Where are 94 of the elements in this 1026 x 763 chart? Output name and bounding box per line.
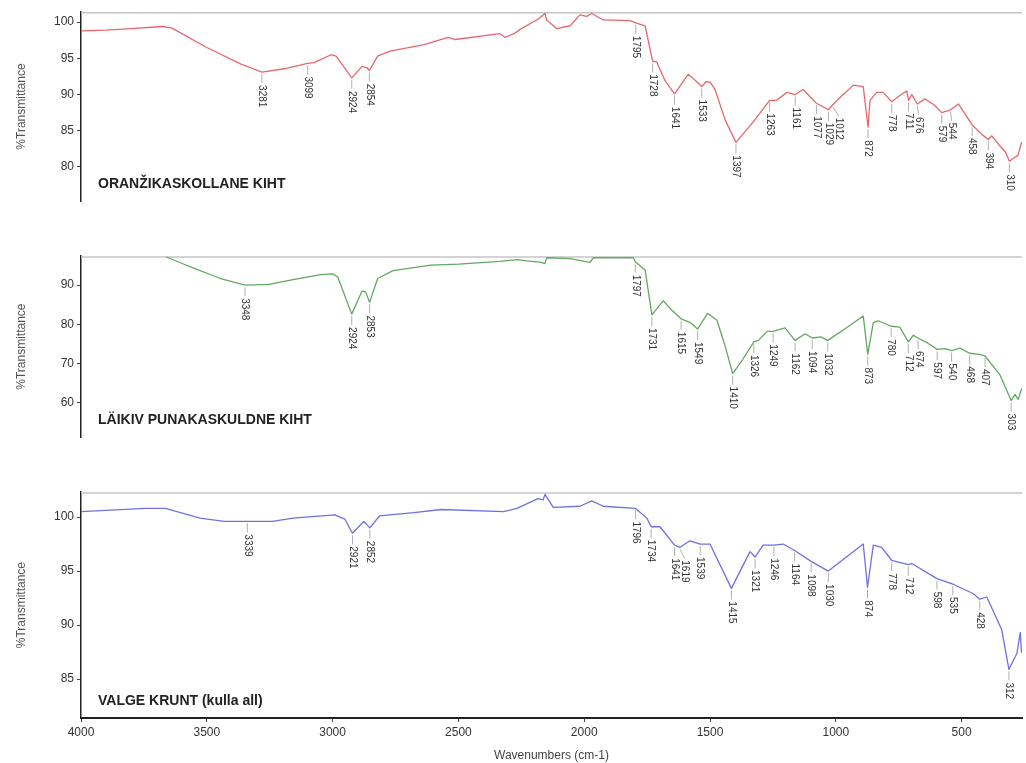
text: ORANŽIKASKOLLANE KIHT xyxy=(98,174,286,191)
annotation: 1397 xyxy=(731,155,743,179)
annotation: 2924 xyxy=(346,327,358,350)
annotation: 458 xyxy=(967,137,979,156)
annotation: 2854 xyxy=(364,83,376,107)
y-tick-label: 70 xyxy=(60,355,75,370)
annotation: 778 xyxy=(886,114,898,132)
annotation: 780 xyxy=(886,339,898,357)
annotation: 1077 xyxy=(811,116,823,139)
annotation: 1246 xyxy=(769,558,781,581)
annotation: 1161 xyxy=(790,107,802,130)
annotation: 874 xyxy=(862,600,874,618)
y-tick-label: 85 xyxy=(60,123,75,138)
y-tick-label: 80 xyxy=(60,159,75,174)
annotation: 1162 xyxy=(790,353,802,376)
annotation: 1164 xyxy=(789,563,801,586)
annotation: 3099 xyxy=(302,76,314,100)
y-tick-label: 90 xyxy=(60,617,75,632)
annotation: 1641 xyxy=(669,106,681,130)
annotation: 3348 xyxy=(240,298,252,321)
annotation: 1263 xyxy=(764,113,776,137)
annotation: 712 xyxy=(903,577,915,595)
annotation: 1326 xyxy=(749,354,761,378)
x-tick-label: 3500 xyxy=(193,724,221,739)
y-tick-label: 80 xyxy=(60,316,75,331)
annotation: 1415 xyxy=(726,601,738,625)
y-tick-label: 100 xyxy=(53,509,75,524)
annotation: 1094 xyxy=(807,350,819,374)
x-tick-label: 1000 xyxy=(822,724,850,739)
y-tick-label: 95 xyxy=(60,50,75,65)
annotation: 544 xyxy=(946,122,958,140)
annotation: 468 xyxy=(964,366,976,384)
annotation: 535 xyxy=(948,597,960,615)
annotation: 778 xyxy=(886,573,898,591)
annotation: 3339 xyxy=(242,534,254,558)
text: LÄIKIV PUNAKASKULDNE KIHT xyxy=(98,411,313,427)
annotation: 1731 xyxy=(647,327,659,351)
annotation: 1539 xyxy=(695,557,707,580)
annotation: 1728 xyxy=(647,74,659,97)
y-tick-label: 90 xyxy=(60,277,75,292)
x-axis-title: Wavenumbers (cm-1) xyxy=(494,748,609,763)
annotation: 1321 xyxy=(750,570,762,593)
x-tick-label: 4000 xyxy=(67,724,95,739)
y-tick-label: 95 xyxy=(60,563,75,578)
annotation: 1795 xyxy=(631,35,643,59)
annotation: 1549 xyxy=(692,341,704,365)
x-tick-label: 2500 xyxy=(445,724,473,739)
annotation: 598 xyxy=(932,591,944,609)
annotation: 1797 xyxy=(630,274,642,298)
annotation: 1734 xyxy=(646,539,658,563)
annotation: 1032 xyxy=(823,353,835,377)
annotation: 712 xyxy=(903,354,915,373)
annotation: 3281 xyxy=(257,85,269,108)
annotation: 1098 xyxy=(806,574,818,598)
y-axis-title: %Transmittance xyxy=(13,561,28,649)
annotation: 394 xyxy=(983,152,995,170)
annotation: 407 xyxy=(980,368,992,387)
annotation: 2921 xyxy=(347,546,359,569)
annotation: 1030 xyxy=(823,584,835,607)
annotation: 1533 xyxy=(696,99,708,123)
y-axis-title: %Transmittance xyxy=(13,303,28,390)
x-tick-label: 1500 xyxy=(696,724,724,739)
annotation: 1249 xyxy=(768,344,780,368)
x-tick-label: 500 xyxy=(951,724,972,739)
x-tick-label: 3000 xyxy=(319,724,347,739)
annotation: 873 xyxy=(863,367,875,385)
annotation: 1796 xyxy=(630,521,642,545)
annotation: 1410 xyxy=(727,386,739,410)
annotation: 872 xyxy=(863,140,875,158)
annotation: 1641 xyxy=(669,558,681,581)
annotation: 1615 xyxy=(676,331,688,355)
y-tick-label: 100 xyxy=(53,14,75,29)
annotation: 711 xyxy=(903,113,915,130)
annotation: 579 xyxy=(936,125,948,143)
y-tick-label: 90 xyxy=(60,86,75,101)
x-tick-label: 2000 xyxy=(570,724,598,739)
annotation: 312 xyxy=(1004,682,1016,700)
annotation: 540 xyxy=(946,363,958,381)
annotation: 2852 xyxy=(365,540,377,564)
annotation: 428 xyxy=(974,612,986,630)
text: VALGE KRUNT (kulla all) xyxy=(98,692,263,708)
annotation: 597 xyxy=(932,362,944,380)
annotation: 1012 xyxy=(833,117,845,141)
annotation: 676 xyxy=(913,116,925,135)
annotation: 303 xyxy=(1006,413,1018,431)
y-tick-label: 60 xyxy=(60,394,75,409)
annotation: 2853 xyxy=(364,315,376,339)
y-axis-title: %Transmittance xyxy=(13,63,28,150)
annotation: 310 xyxy=(1004,174,1016,192)
annotation: 1619 xyxy=(679,560,691,583)
annotation: 674 xyxy=(913,350,925,369)
annotation: 2924 xyxy=(346,90,358,114)
annotation: 1029 xyxy=(823,122,835,146)
y-tick-label: 85 xyxy=(60,671,75,686)
